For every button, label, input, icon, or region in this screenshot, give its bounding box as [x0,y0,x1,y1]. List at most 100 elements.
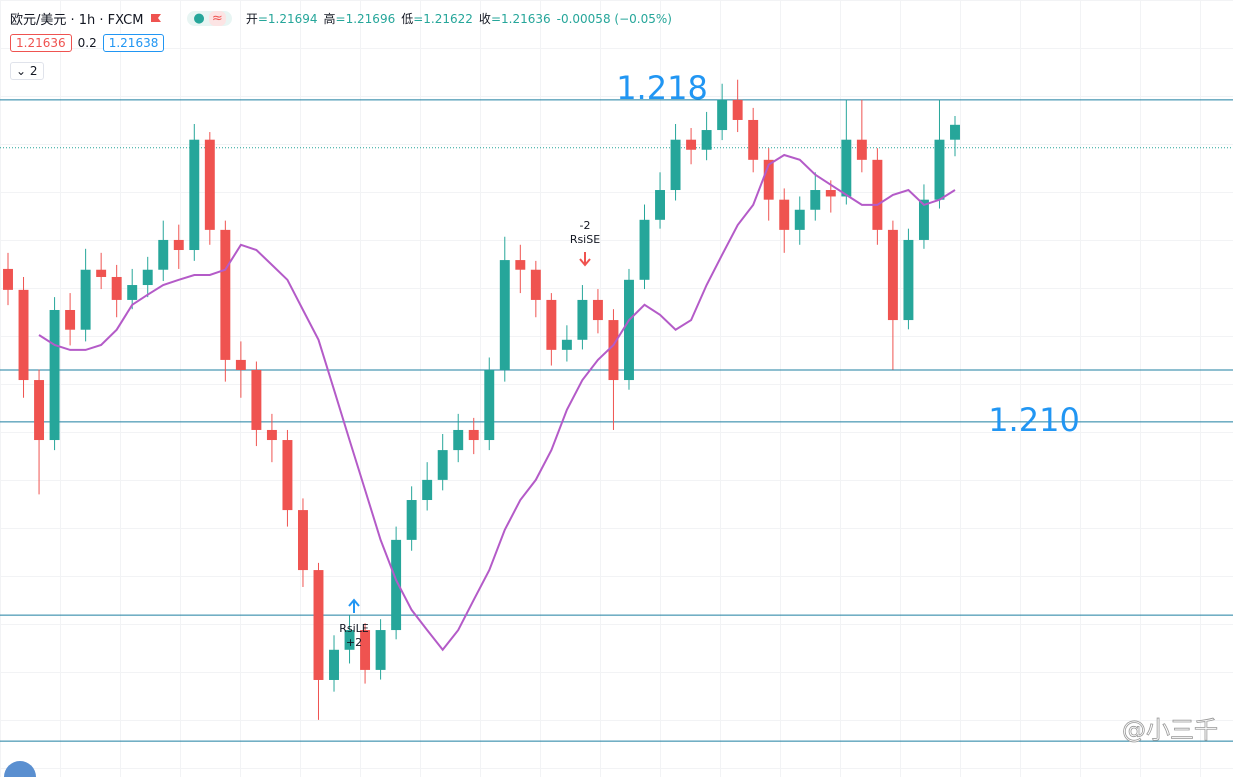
candle-body [810,190,821,210]
candle-body [65,309,76,330]
candle-body [297,510,308,571]
ohlc-value: =1.21694 [257,12,318,26]
signal-label: RsiLE [339,622,369,635]
signal-qty: -2 [580,219,591,232]
ohlc-item: 开=1.21694 [246,10,318,27]
candle-body [670,139,681,191]
header-row: 欧元/美元 · 1h · FXCM ● ≈ 开=1.21694 高=1.21696… [10,9,672,28]
candle-body [173,239,184,251]
candle-body [313,570,324,680]
candle-body [96,269,107,277]
ohlc-value: =1.21636 [490,12,551,26]
candle-body [918,199,929,240]
candle-body [344,630,355,650]
candle-body [530,269,541,300]
candle-body [499,260,510,370]
candle-body [204,139,215,230]
candle-body [375,630,386,670]
candle-body [546,299,557,350]
candle-body [624,279,634,381]
candle-body [453,429,464,451]
signal-arrow [348,598,360,613]
candle-body [391,539,402,631]
candle-body [127,285,138,300]
candle-body [950,124,960,140]
ohlc-item: 高=1.21696 [324,10,396,27]
ohlc: 开=1.21694 高=1.21696 低=1.21622 收=1.21636 [246,10,551,27]
candle-body [282,440,293,511]
candle-body [220,229,231,360]
candle-body [484,369,495,441]
candle-body [437,450,448,480]
ohlc-label: 高 [323,12,336,26]
ohlc-item: 收=1.21636 [479,10,551,27]
candle-body [158,239,169,270]
candle-body [18,289,29,381]
candle-body [717,99,728,131]
candle-body [422,479,433,501]
ohlc-value: =1.21622 [413,12,473,26]
ohlc-item: 低=1.21622 [401,10,473,27]
candle-body [748,119,759,160]
change: -0.00058 (−0.05%) [556,11,672,26]
ohlc-label: 低 [401,12,414,26]
candle-body [34,380,45,441]
status-pill: ● ≈ [187,11,232,26]
moving-average [38,153,956,652]
signal-arrow [579,252,591,267]
bid[interactable]: 1.21636 [10,34,72,52]
watermark: @小三千 [1122,716,1218,744]
candle-body [577,299,588,340]
candle-body [515,260,526,270]
candle-body [468,429,479,441]
candle-body [763,159,774,200]
candle-body [592,299,603,321]
level-label: 1.218 [616,69,708,107]
candle-body [887,229,898,321]
ohlc-label: 开 [245,12,258,26]
signal-qty: +2 [346,636,362,649]
ohlc-label: 收 [478,12,491,26]
candle-body [732,99,743,120]
candle-body [903,239,914,321]
candle-body [3,268,13,290]
candle-body [779,199,790,230]
symbol[interactable]: 欧元/美元 · 1h · FXCM [10,13,144,28]
quote-row: 1.21636 0.2 1.21638 [10,34,165,52]
candle-body [360,630,371,670]
candle-body [251,369,262,430]
candle-body [80,269,91,330]
spread: 0.2 [77,36,97,50]
candle-body [934,139,945,200]
signal-label: RsiSE [570,233,600,246]
candle-body [686,139,697,150]
candle-body [142,269,153,286]
candle-body [189,139,200,251]
ohlc-value: =1.21696 [335,12,396,26]
logo [4,761,36,777]
candle-body [825,190,836,197]
candle-body [701,130,712,150]
candle-body [111,276,122,300]
candle-body [794,209,805,230]
candle-body [561,339,572,350]
candle-body [639,219,650,280]
candle-body [406,500,417,540]
flag-icon[interactable] [149,13,163,25]
candle-body [49,309,60,441]
candle-body [841,139,852,197]
candle-body [655,190,666,220]
indicator-row: ⌄ 2 [10,62,44,80]
candle-body [329,649,339,680]
ask[interactable]: 1.21638 [102,34,165,52]
candle-body [872,159,883,230]
level-label: 1.210 [988,401,1080,439]
candle-body [856,139,867,160]
candle-body [235,359,246,370]
candle-body [608,320,619,381]
indicator-count: 2 [29,64,38,78]
candle-body [266,429,277,441]
indicator-toggle[interactable]: ⌄ 2 [10,62,44,80]
